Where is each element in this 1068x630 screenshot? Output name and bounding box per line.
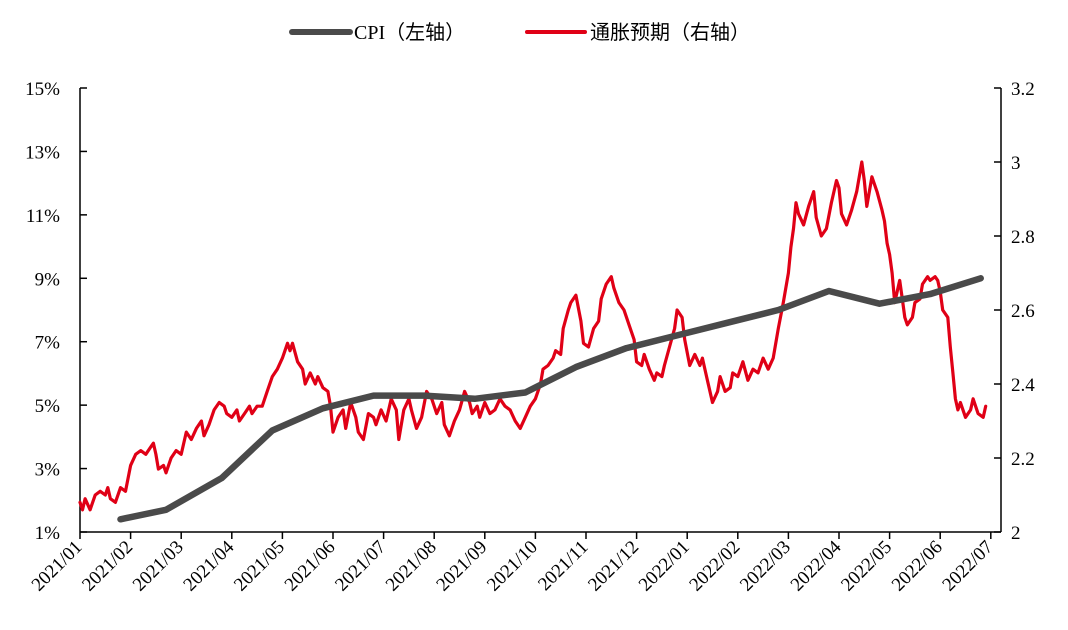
x-tick-label: 2022/03	[736, 537, 795, 596]
x-tick-label: 2021/12	[584, 537, 643, 596]
right-tick-label: 3.2	[1011, 79, 1035, 100]
x-tick-label: 2022/04	[787, 536, 846, 595]
x-tick-label: 2021/10	[483, 537, 542, 596]
left-tick-label: 5%	[35, 396, 61, 417]
x-tick-label: 2021/02	[78, 537, 137, 596]
right-tick-label: 2.8	[1011, 227, 1035, 248]
left-tick-label: 13%	[25, 142, 60, 163]
left-tick-label: 7%	[35, 333, 61, 354]
x-tick-label: 2021/11	[534, 537, 592, 595]
left-tick-label: 1%	[35, 523, 61, 544]
x-tick-label: 2022/07	[938, 537, 997, 596]
right-tick-label: 2.2	[1011, 449, 1035, 470]
x-tick-label: 2022/05	[837, 537, 896, 596]
x-tick-label: 2021/04	[179, 536, 238, 595]
right-tick-label: 3	[1011, 153, 1021, 174]
series-line-cpi	[117, 275, 984, 523]
legend-label-cpi: CPI（左轴）	[354, 21, 465, 44]
axes: 1% 3% 5% 7% 9% 11% 13% 15% 2 2.2 2.4 2.6 2.8 3 3.2 2021…	[25, 79, 1035, 596]
left-tick-label: 15%	[25, 79, 60, 100]
x-tick-label: 2022/02	[685, 537, 744, 596]
right-tick-label: 2.4	[1011, 375, 1035, 396]
x-tick-label: 2021/01	[28, 537, 87, 596]
x-tick-label: 2022/01	[635, 537, 694, 596]
x-tick-label: 2021/09	[432, 537, 491, 596]
left-tick-label: 3%	[35, 460, 61, 481]
legend: CPI（左轴） 通胀预期（右轴）	[289, 21, 750, 44]
series-line-inflation-expectation	[78, 160, 988, 512]
legend-label-inflation-expectation: 通胀预期（右轴）	[590, 21, 750, 44]
left-tick-label: 11%	[26, 206, 60, 227]
left-tick-label: 9%	[35, 269, 61, 290]
x-tick-label: 2021/03	[129, 537, 188, 596]
x-tick-label: 2022/06	[888, 537, 947, 596]
right-tick-label: 2	[1011, 523, 1021, 544]
x-tick-label: 2021/06	[281, 537, 340, 596]
x-tick-label: 2021/07	[331, 537, 390, 596]
x-tick-label: 2021/08	[382, 537, 441, 596]
x-tick-label: 2021/05	[230, 537, 289, 596]
series-layer	[78, 160, 988, 523]
right-tick-label: 2.6	[1011, 301, 1035, 322]
